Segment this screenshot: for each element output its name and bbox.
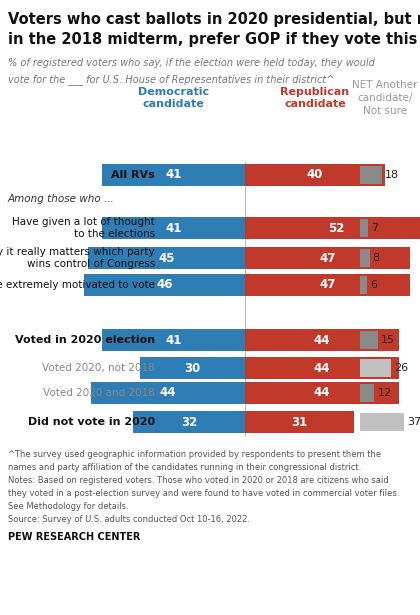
Text: PEW RESEARCH CENTER: PEW RESEARCH CENTER bbox=[8, 532, 140, 542]
Text: 44: 44 bbox=[160, 386, 176, 400]
Text: they voted in a post-election survey and were found to have voted in commercial : they voted in a post-election survey and… bbox=[8, 489, 399, 498]
Bar bbox=[245, 164, 385, 186]
Bar bbox=[245, 217, 420, 239]
Text: 41: 41 bbox=[165, 221, 181, 234]
Bar bbox=[360, 219, 368, 237]
Bar bbox=[245, 382, 399, 404]
Text: 7: 7 bbox=[371, 223, 378, 233]
Bar bbox=[87, 247, 245, 269]
Text: in the 2018 midterm, prefer GOP if they vote this year: in the 2018 midterm, prefer GOP if they … bbox=[8, 32, 420, 47]
Text: 40: 40 bbox=[307, 169, 323, 181]
Text: Republican
candidate: Republican candidate bbox=[281, 87, 349, 109]
Text: 30: 30 bbox=[184, 362, 201, 375]
Text: 8: 8 bbox=[373, 253, 380, 263]
Text: 32: 32 bbox=[181, 416, 197, 429]
Bar bbox=[91, 382, 245, 404]
Bar bbox=[360, 166, 382, 184]
Text: 41: 41 bbox=[165, 333, 181, 346]
Bar bbox=[245, 357, 399, 379]
Text: Voted 2020, not 2018: Voted 2020, not 2018 bbox=[42, 363, 155, 373]
Bar bbox=[245, 411, 354, 433]
Text: 44: 44 bbox=[314, 386, 330, 400]
Text: 45: 45 bbox=[158, 252, 174, 264]
Text: Voters who cast ballots in 2020 presidential, but not: Voters who cast ballots in 2020 presiden… bbox=[8, 12, 420, 27]
Text: Are extremely motivated to vote: Are extremely motivated to vote bbox=[0, 280, 155, 290]
Text: 44: 44 bbox=[314, 362, 330, 375]
Text: Among those who ...: Among those who ... bbox=[8, 194, 115, 205]
Text: 37: 37 bbox=[407, 417, 420, 427]
Bar bbox=[360, 413, 404, 431]
Text: NET Another
candidate/
Not sure: NET Another candidate/ Not sure bbox=[352, 80, 417, 116]
Bar bbox=[360, 331, 378, 349]
Bar bbox=[360, 359, 391, 377]
Text: 47: 47 bbox=[319, 279, 336, 292]
Text: Voted in 2020 election: Voted in 2020 election bbox=[15, 335, 155, 345]
Text: Have given a lot of thought
to the elections: Have given a lot of thought to the elect… bbox=[12, 217, 155, 239]
Text: See Methodology for details.: See Methodology for details. bbox=[8, 502, 129, 511]
Bar bbox=[133, 411, 245, 433]
Bar bbox=[102, 217, 245, 239]
Text: Source: Survey of U.S. adults conducted Oct 10-16, 2022.: Source: Survey of U.S. adults conducted … bbox=[8, 515, 250, 524]
Text: Notes: Based on registered voters. Those who voted in 2020 or 2018 are citizens : Notes: Based on registered voters. Those… bbox=[8, 476, 389, 485]
Text: 44: 44 bbox=[314, 333, 330, 346]
Text: 47: 47 bbox=[319, 252, 336, 264]
Bar bbox=[360, 276, 367, 294]
Text: 52: 52 bbox=[328, 221, 344, 234]
Bar bbox=[102, 164, 245, 186]
Text: vote for the ___ for U.S. House of Representatives in their district^: vote for the ___ for U.S. House of Repre… bbox=[8, 74, 334, 85]
Bar bbox=[245, 329, 399, 351]
Text: 46: 46 bbox=[156, 279, 173, 292]
Text: 12: 12 bbox=[378, 388, 391, 398]
Text: Did not vote in 2020: Did not vote in 2020 bbox=[28, 417, 155, 427]
Bar bbox=[245, 247, 410, 269]
Text: Democratic
candidate: Democratic candidate bbox=[138, 87, 209, 109]
Bar bbox=[360, 384, 374, 402]
Text: % of registered voters who say, if the election were held today, they would: % of registered voters who say, if the e… bbox=[8, 58, 375, 68]
Text: All RVs: All RVs bbox=[111, 170, 155, 180]
Bar bbox=[102, 329, 245, 351]
Bar bbox=[245, 274, 410, 296]
Text: 41: 41 bbox=[165, 169, 181, 181]
Text: 18: 18 bbox=[385, 170, 399, 180]
Bar bbox=[84, 274, 245, 296]
Text: ^The survey used geographic information provided by respondents to present them : ^The survey used geographic information … bbox=[8, 450, 381, 459]
Text: 6: 6 bbox=[370, 280, 377, 290]
Text: 15: 15 bbox=[381, 335, 395, 345]
Text: 26: 26 bbox=[394, 363, 408, 373]
Text: names and party affiliation of the candidates running in their congressional dis: names and party affiliation of the candi… bbox=[8, 463, 361, 472]
Bar bbox=[140, 357, 245, 379]
Text: 31: 31 bbox=[291, 416, 307, 429]
Bar bbox=[360, 249, 370, 267]
Text: Voted 2020 and 2018: Voted 2020 and 2018 bbox=[43, 388, 155, 398]
Text: Say it really matters which party
wins control of Congress: Say it really matters which party wins c… bbox=[0, 247, 155, 269]
